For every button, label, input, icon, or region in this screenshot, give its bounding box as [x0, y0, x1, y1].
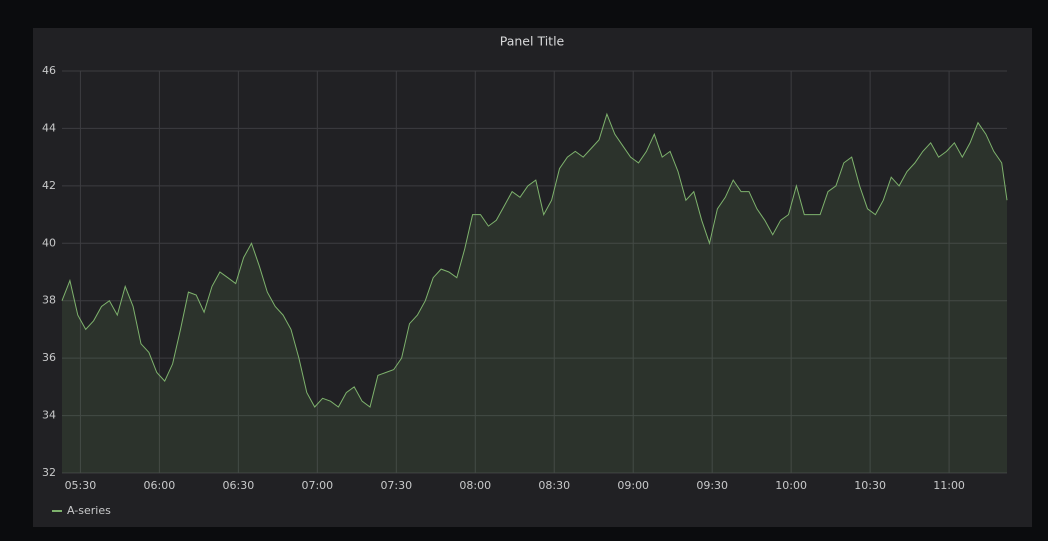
- x-tick-label: 09:30: [696, 479, 728, 492]
- x-tick-label: 05:30: [65, 479, 97, 492]
- x-tick-label: 06:30: [223, 479, 255, 492]
- y-tick-label: 32: [42, 466, 56, 479]
- y-tick-label: 42: [42, 179, 56, 192]
- y-tick-label: 34: [42, 409, 56, 422]
- panel: [33, 28, 1032, 527]
- x-tick-label: 10:00: [775, 479, 807, 492]
- chart-title: Panel Title: [500, 34, 565, 49]
- y-tick-label: 36: [42, 351, 56, 364]
- y-tick-label: 40: [42, 236, 56, 249]
- y-tick-label: 44: [42, 121, 56, 134]
- series-line: [61, 112, 1008, 408]
- legend-label: A-series: [67, 504, 111, 517]
- y-tick-label: 38: [42, 294, 56, 307]
- x-tick-label: 11:00: [933, 479, 965, 492]
- x-tick-label: 07:00: [301, 479, 333, 492]
- x-tick-label: 08:00: [459, 479, 491, 492]
- x-tick-label: 08:30: [538, 479, 570, 492]
- series-area: [62, 114, 1007, 473]
- x-tick-label: 09:00: [617, 479, 649, 492]
- x-tick-label: 07:30: [380, 479, 412, 492]
- y-tick-label: 46: [42, 64, 56, 77]
- x-tick-label: 10:30: [854, 479, 886, 492]
- x-tick-label: 06:00: [144, 479, 176, 492]
